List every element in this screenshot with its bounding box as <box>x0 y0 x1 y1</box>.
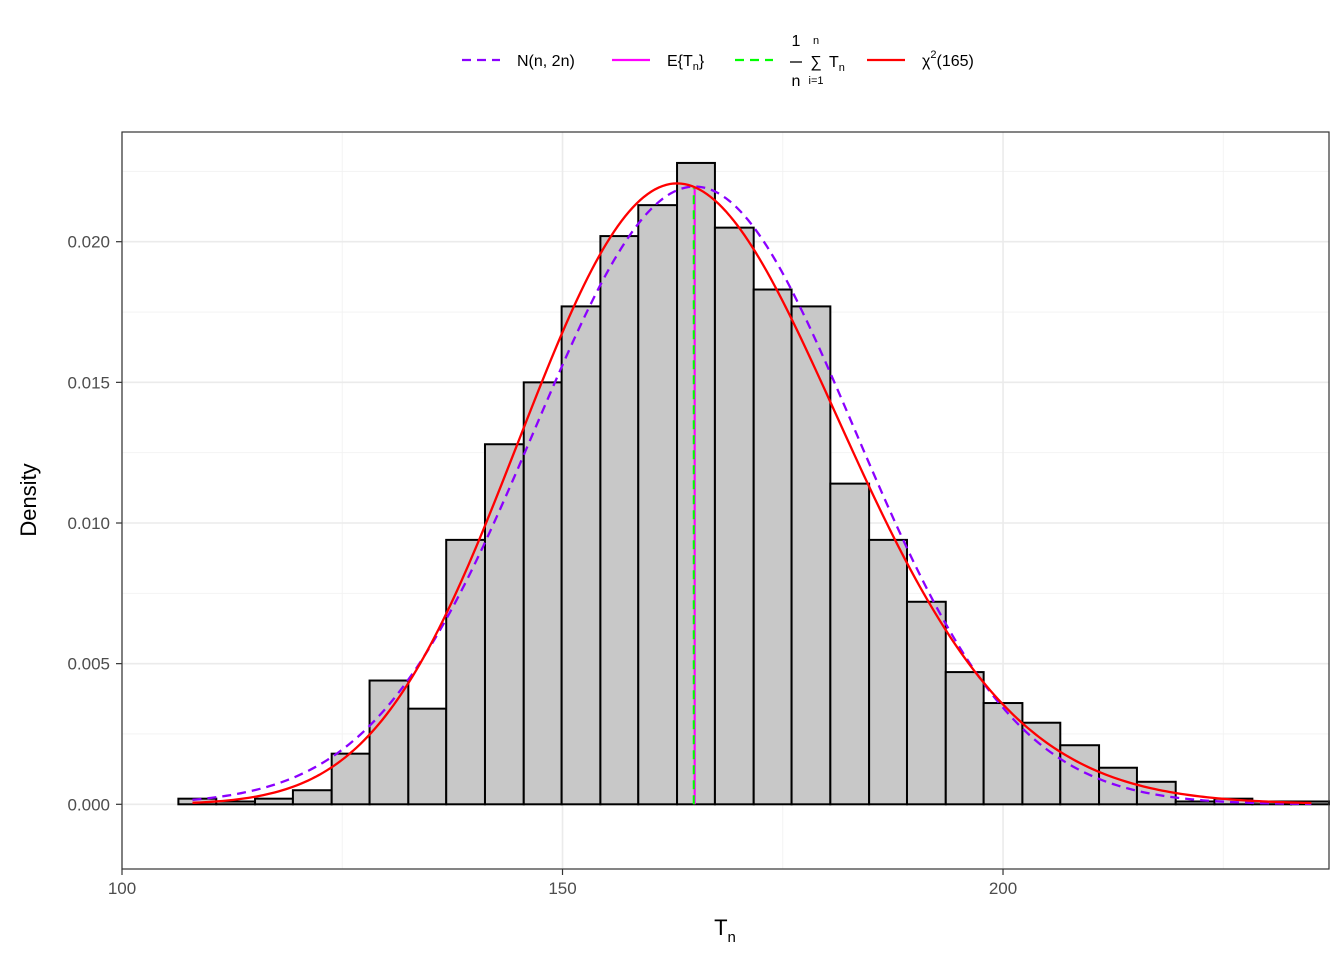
histogram-bar <box>752 288 793 806</box>
legend-frac-top: 1 <box>792 33 801 50</box>
y-tick-label: 0.015 <box>67 373 110 392</box>
legend-item-sample-mean: 1 n n ∑ i=1 Tn <box>735 33 845 90</box>
histogram-bar <box>445 538 486 806</box>
histogram-bar <box>368 679 410 806</box>
legend-sum-symbol: ∑ <box>810 54 821 71</box>
legend-label-normal: N(n, 2n) <box>517 53 575 70</box>
histogram-bar <box>713 226 755 806</box>
y-axis-title: Density <box>16 463 41 536</box>
legend-label-chisq: χ2(165) <box>922 49 974 70</box>
plot-panel <box>121 131 1331 870</box>
histogram-bar <box>599 235 640 806</box>
x-axis-title: Tn <box>714 915 736 946</box>
legend-sum-top: n <box>813 35 819 47</box>
y-axis: 0.000 0.005 0.010 0.015 0.020 <box>67 233 122 814</box>
legend-item-normal: N(n, 2n) <box>462 53 575 70</box>
histogram-bar <box>868 538 908 806</box>
y-tick-label: 0.020 <box>67 233 110 252</box>
y-tick-label: 0.000 <box>67 795 110 814</box>
legend-sum-bottom: i=1 <box>809 75 824 87</box>
histogram-bar <box>676 161 716 806</box>
histogram-bar <box>483 443 525 806</box>
x-tick-label: 100 <box>108 879 136 898</box>
histogram-bar <box>407 707 448 806</box>
histogram-bar <box>522 381 563 806</box>
series-normal <box>192 185 1312 806</box>
series-chisq <box>192 182 1312 805</box>
legend-sum-term: Tn <box>829 54 845 74</box>
histogram-bar <box>637 204 679 806</box>
histogram-bar <box>254 797 294 806</box>
histogram-bar <box>560 305 602 806</box>
x-axis: 100 150 200 <box>108 869 1017 898</box>
histogram-bar <box>1174 800 1216 806</box>
histogram-bar <box>944 671 985 806</box>
legend-frac-bottom: n <box>792 73 801 90</box>
histogram-bar <box>905 600 947 806</box>
histogram-bar <box>829 482 871 806</box>
y-tick-label: 0.005 <box>67 655 110 674</box>
histogram-bar <box>790 305 832 806</box>
panel-border <box>121 131 1330 870</box>
x-tick-label: 150 <box>548 879 576 898</box>
y-tick-label: 0.010 <box>67 514 110 533</box>
legend-label-expected: E{Tn} <box>667 53 705 73</box>
histogram-bar <box>330 752 371 806</box>
density-lines <box>192 182 1312 806</box>
legend-item-expected: E{Tn} <box>612 53 705 73</box>
legend-item-chisq: χ2(165) <box>867 49 974 70</box>
legend: N(n, 2n) E{Tn} 1 n n ∑ i=1 Tn χ2(165) <box>462 33 974 90</box>
x-tick-label: 200 <box>989 879 1017 898</box>
histogram-bar <box>291 789 333 806</box>
